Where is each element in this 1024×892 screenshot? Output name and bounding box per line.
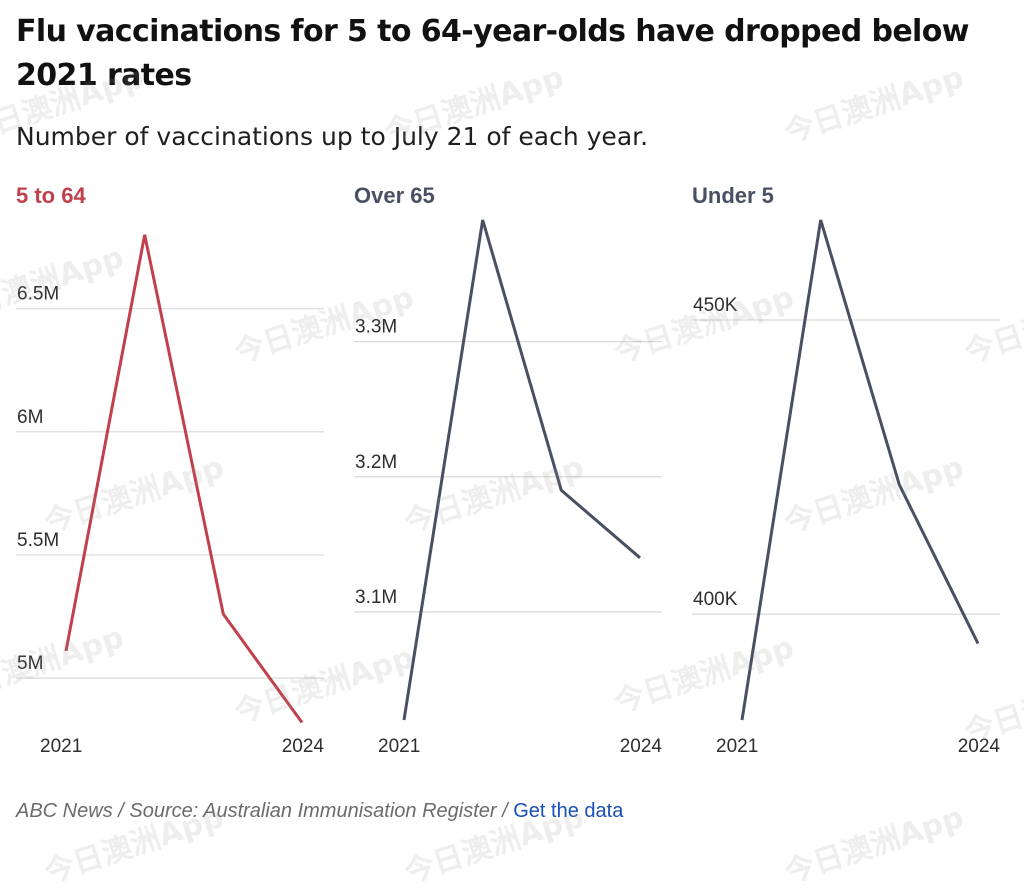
y-tick-label: 3.1M — [355, 587, 397, 608]
y-tick-label: 450K — [693, 295, 738, 316]
y-tick-label: 400K — [693, 589, 738, 610]
get-the-data-link[interactable]: Get the data — [513, 800, 624, 822]
y-tick-label: 3.2M — [355, 452, 397, 473]
y-tick-label: 6.5M — [17, 284, 59, 305]
series-line — [64, 234, 304, 724]
y-tick-label: 5M — [17, 653, 43, 674]
panel-title: Under 5 — [692, 183, 774, 208]
x-tick-label: 2024 — [958, 736, 1001, 757]
watermark-logo: 今日澳洲App — [780, 799, 969, 891]
footer: ABC News / Source: Australian Immunisati… — [16, 797, 623, 825]
x-tick-label: 2024 — [620, 736, 663, 757]
chart-panel-3: Under 5 400K 450K 2021 2024 — [692, 183, 1000, 757]
x-tick-label: 2024 — [282, 736, 325, 757]
x-tick-label: 2021 — [40, 736, 82, 757]
y-tick-label: 3.3M — [355, 317, 397, 338]
series-line — [402, 219, 641, 721]
panel-title: 5 to 64 — [16, 183, 86, 208]
chart-panel-1: 5 to 64 5M 5.5M 6M 6.5M 2021 2024 — [16, 183, 324, 757]
chart-panel-2: Over 65 3.1M 3.2M 3.3M 2021 2024 — [354, 183, 662, 757]
x-tick-label: 2021 — [716, 736, 758, 757]
chart-title: Flu vaccinations for 5 to 64-year-olds h… — [16, 14, 969, 93]
series-line — [740, 219, 980, 721]
y-tick-label: 5.5M — [17, 530, 59, 551]
footer-source: ABC News / Source: Australian Immunisati… — [16, 800, 514, 822]
small-multiples-charts: 5 to 64 5M 5.5M 6M 6.5M 2021 2024 Over 65 3.1M 3.… — [16, 183, 1000, 757]
panel-title: Over 65 — [354, 183, 435, 208]
x-tick-label: 2021 — [378, 736, 420, 757]
chart-subtitle: Number of vaccinations up to July 21 of … — [16, 122, 649, 151]
y-tick-label: 6M — [17, 407, 43, 428]
